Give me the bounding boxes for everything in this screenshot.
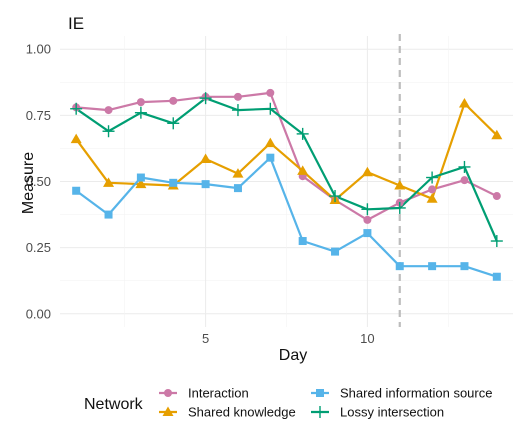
data-point-interaction <box>363 215 372 224</box>
data-point-shared-knowledge <box>491 129 503 140</box>
data-point-shared-knowledge <box>297 165 309 175</box>
data-point-shared-knowledge <box>394 179 406 190</box>
data-point-interaction <box>233 92 242 101</box>
legend-label-shared-knowledge: Shared knowledge <box>188 405 296 420</box>
data-point-shared-knowledge <box>264 137 276 148</box>
data-point-shared-knowledge <box>426 193 438 203</box>
data-point-lossy-intersection <box>393 201 406 214</box>
x-axis-title: Day <box>279 347 307 364</box>
legend-item-shared-knowledge: Shared knowledge <box>159 405 296 420</box>
data-point-lossy-intersection <box>102 125 115 138</box>
data-point-shared-information-source <box>169 178 178 187</box>
data-point-shared-information-source <box>233 184 242 193</box>
y-tick-label: 0.50 <box>26 174 51 189</box>
y-tick-label: 0.25 <box>26 240 51 255</box>
legend-title: Network <box>84 396 144 413</box>
data-point-lossy-intersection <box>329 190 342 203</box>
data-point-shared-knowledge <box>458 97 470 108</box>
data-point-lossy-intersection <box>361 203 374 216</box>
series-line-shared-knowledge <box>75 102 498 202</box>
series-line-lossy-intersection <box>75 97 498 242</box>
x-tick-label: 10 <box>360 331 374 346</box>
data-point-shared-information-source <box>395 262 404 271</box>
legend-key-lossy-intersection <box>314 406 326 418</box>
data-point-shared-information-source <box>428 262 437 271</box>
legend-key-shared-information-source <box>316 389 324 397</box>
y-tick-labels: 0.00 0.25 0.50 0.75 1.00 <box>26 42 51 322</box>
data-point-lossy-intersection <box>264 102 277 115</box>
data-point-lossy-intersection <box>296 127 309 140</box>
data-point-interaction <box>266 88 275 97</box>
data-point-interaction <box>136 98 145 107</box>
chart-title: IE <box>68 14 84 33</box>
data-point-interaction <box>428 185 437 194</box>
data-point-lossy-intersection <box>167 117 180 130</box>
x-tick-labels: 5 10 <box>202 331 375 346</box>
data-point-shared-information-source <box>104 210 113 219</box>
data-point-shared-information-source <box>331 247 340 256</box>
data-point-interaction <box>104 106 113 115</box>
data-point-shared-information-source <box>460 262 469 271</box>
data-point-lossy-intersection <box>231 104 244 117</box>
y-tick-label: 0.75 <box>26 108 51 123</box>
y-tick-label: 1.00 <box>26 42 51 57</box>
x-tick-label: 5 <box>202 331 209 346</box>
series-lines <box>75 91 498 278</box>
data-point-shared-knowledge <box>200 153 212 164</box>
legend-item-interaction: Interaction <box>159 386 249 401</box>
data-point-interaction <box>169 96 178 105</box>
data-point-lossy-intersection <box>199 92 212 105</box>
data-point-lossy-intersection <box>490 235 503 248</box>
y-tick-label: 0.00 <box>26 306 51 321</box>
data-point-lossy-intersection <box>134 106 147 119</box>
data-point-shared-knowledge <box>232 168 244 178</box>
data-point-shared-information-source <box>201 180 210 189</box>
y-axis-title: Measure <box>20 152 37 214</box>
data-point-lossy-intersection <box>70 102 83 115</box>
data-point-shared-knowledge <box>70 133 82 144</box>
legend-item-lossy-intersection: Lossy intersection <box>311 405 444 420</box>
data-point-shared-knowledge <box>135 178 147 189</box>
series-line-interaction <box>76 91 498 221</box>
legend-item-shared-information-source: Shared information source <box>311 386 492 401</box>
data-point-lossy-intersection <box>458 160 471 173</box>
data-point-shared-information-source <box>492 272 501 281</box>
grid <box>60 36 513 327</box>
legend-label-interaction: Interaction <box>188 386 249 401</box>
data-point-shared-knowledge <box>361 166 373 177</box>
series-markers <box>70 88 503 281</box>
data-point-interaction <box>460 176 469 185</box>
data-point-shared-knowledge <box>103 177 115 187</box>
legend: Interaction Shared knowledge Shared inform… <box>159 386 492 420</box>
data-point-lossy-intersection <box>426 171 439 184</box>
data-point-shared-information-source <box>266 153 275 162</box>
series-line-shared-information-source <box>75 156 498 278</box>
legend-key-interaction <box>164 389 172 397</box>
legend-label-shared-information-source: Shared information source <box>340 386 492 401</box>
legend-label-lossy-intersection: Lossy intersection <box>340 405 444 420</box>
data-point-interaction <box>492 192 501 201</box>
data-point-shared-information-source <box>72 186 81 195</box>
data-point-shared-information-source <box>363 229 372 238</box>
legend-key-shared-knowledge <box>162 406 174 416</box>
data-point-shared-information-source <box>298 237 307 246</box>
data-point-shared-information-source <box>136 173 145 182</box>
